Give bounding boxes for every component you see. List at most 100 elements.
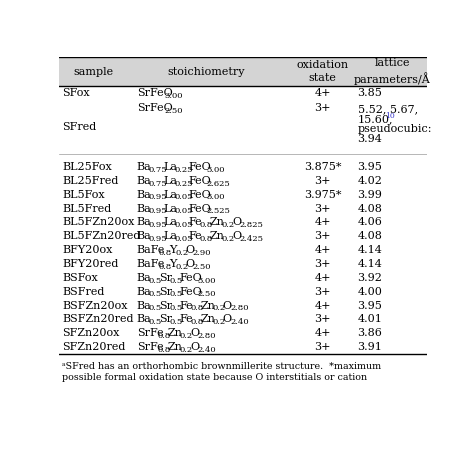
Text: Zn: Zn (210, 231, 225, 241)
Text: 2.40: 2.40 (230, 318, 249, 326)
Text: SrFe: SrFe (137, 342, 164, 352)
Text: FeO: FeO (189, 203, 211, 214)
Text: 0.05: 0.05 (174, 193, 192, 201)
Text: oxidation
state: oxidation state (297, 60, 349, 82)
Text: pseudocubic:: pseudocubic: (357, 124, 432, 134)
Text: 10: 10 (385, 112, 395, 120)
Text: BL5FZn20ox: BL5FZn20ox (63, 218, 135, 228)
Bar (59, 57, 427, 86)
Text: 2.825: 2.825 (239, 221, 263, 229)
Text: 0.95: 0.95 (148, 235, 167, 243)
Text: Sr: Sr (159, 287, 172, 297)
Text: Ba: Ba (137, 287, 152, 297)
Text: 0.2: 0.2 (180, 346, 193, 354)
Text: BSFox: BSFox (63, 273, 98, 283)
Text: 3+: 3+ (315, 231, 331, 241)
Text: SFZn20red: SFZn20red (63, 342, 126, 352)
Text: 5.52, 5.67,: 5.52, 5.67, (357, 104, 418, 114)
Text: 0.5: 0.5 (148, 318, 162, 326)
Text: 3.00: 3.00 (206, 193, 225, 201)
Text: 3.95: 3.95 (357, 162, 383, 172)
Text: 0.8: 0.8 (199, 235, 212, 243)
Text: 3.875*: 3.875* (304, 162, 341, 172)
Text: SFZn20ox: SFZn20ox (63, 328, 120, 338)
Text: 0.2: 0.2 (221, 235, 235, 243)
Text: Zn: Zn (201, 314, 216, 324)
Text: SrFeO: SrFeO (137, 88, 173, 98)
Text: La: La (163, 218, 177, 228)
Text: 2.80: 2.80 (230, 304, 248, 312)
Text: 4+: 4+ (315, 88, 331, 98)
Text: 0.5: 0.5 (169, 318, 182, 326)
Text: 2.80: 2.80 (197, 332, 216, 340)
Text: La: La (163, 176, 177, 186)
Text: O: O (223, 314, 232, 324)
Text: La: La (163, 190, 177, 200)
Text: Ba: Ba (137, 162, 152, 172)
Text: SrFeO: SrFeO (137, 103, 173, 113)
Text: Sr: Sr (159, 314, 172, 324)
Text: 4.02: 4.02 (357, 176, 383, 186)
Text: 0.2: 0.2 (175, 249, 188, 257)
Text: BL25Fred: BL25Fred (63, 176, 118, 186)
Text: 0.2: 0.2 (221, 221, 235, 229)
Text: 2.525: 2.525 (206, 207, 230, 215)
Text: 3.00: 3.00 (206, 166, 225, 173)
Text: FeO: FeO (180, 273, 202, 283)
Text: 2.90: 2.90 (193, 249, 211, 257)
Text: BL5FZn20red: BL5FZn20red (63, 231, 141, 241)
Text: La: La (163, 231, 177, 241)
Text: 0.75: 0.75 (148, 166, 167, 173)
Text: 0.8: 0.8 (199, 221, 212, 229)
Text: 0.2: 0.2 (180, 332, 193, 340)
Text: 0.8: 0.8 (190, 304, 203, 312)
Text: Fe: Fe (180, 301, 193, 310)
Text: BL5Fox: BL5Fox (63, 190, 105, 200)
Text: Ba: Ba (137, 190, 152, 200)
Text: 0.05: 0.05 (174, 207, 192, 215)
Text: 2.40: 2.40 (197, 346, 216, 354)
Text: FeO: FeO (189, 176, 211, 186)
Text: possible formal oxidation state because O interstitials or cation: possible formal oxidation state because … (63, 373, 367, 382)
Text: 4+: 4+ (315, 328, 331, 338)
Text: La: La (163, 162, 177, 172)
Text: 3.975*: 3.975* (304, 190, 341, 200)
Text: 4.14: 4.14 (357, 245, 383, 255)
Text: BSFred: BSFred (63, 287, 105, 297)
Text: BFY20ox: BFY20ox (63, 245, 113, 255)
Text: Fe: Fe (189, 218, 202, 228)
Text: 3+: 3+ (315, 314, 331, 324)
Text: Ba: Ba (137, 176, 152, 186)
Text: O: O (186, 259, 195, 269)
Text: O: O (232, 231, 241, 241)
Text: 3.91: 3.91 (357, 342, 383, 352)
Text: 0.5: 0.5 (148, 291, 162, 299)
Text: 4.00: 4.00 (357, 287, 383, 297)
Text: 0.2: 0.2 (175, 263, 188, 271)
Text: FeO: FeO (189, 162, 211, 172)
Text: SFred: SFred (63, 122, 97, 132)
Text: 0.2: 0.2 (212, 318, 226, 326)
Text: FeO: FeO (189, 190, 211, 200)
Text: BFY20red: BFY20red (63, 259, 118, 269)
Text: 0.8: 0.8 (157, 346, 171, 354)
Text: Ba: Ba (137, 218, 152, 228)
Text: Y: Y (169, 245, 177, 255)
Text: 4.08: 4.08 (357, 203, 383, 214)
Text: 0.5: 0.5 (148, 276, 162, 284)
Text: 0.2: 0.2 (212, 304, 226, 312)
Text: 4.08: 4.08 (357, 231, 383, 241)
Text: 4+: 4+ (315, 273, 331, 283)
Text: Zn: Zn (201, 301, 216, 310)
Text: 3.95: 3.95 (357, 301, 383, 310)
Text: Fe: Fe (180, 314, 193, 324)
Text: Y: Y (169, 259, 177, 269)
Text: O: O (186, 245, 195, 255)
Text: 0.8: 0.8 (190, 318, 203, 326)
Text: Ba: Ba (137, 314, 152, 324)
Text: Sr: Sr (159, 273, 172, 283)
Text: 0.25: 0.25 (174, 166, 192, 173)
Text: 0.05: 0.05 (174, 235, 192, 243)
Text: Zn: Zn (168, 342, 183, 352)
Text: 2.50: 2.50 (193, 263, 211, 271)
